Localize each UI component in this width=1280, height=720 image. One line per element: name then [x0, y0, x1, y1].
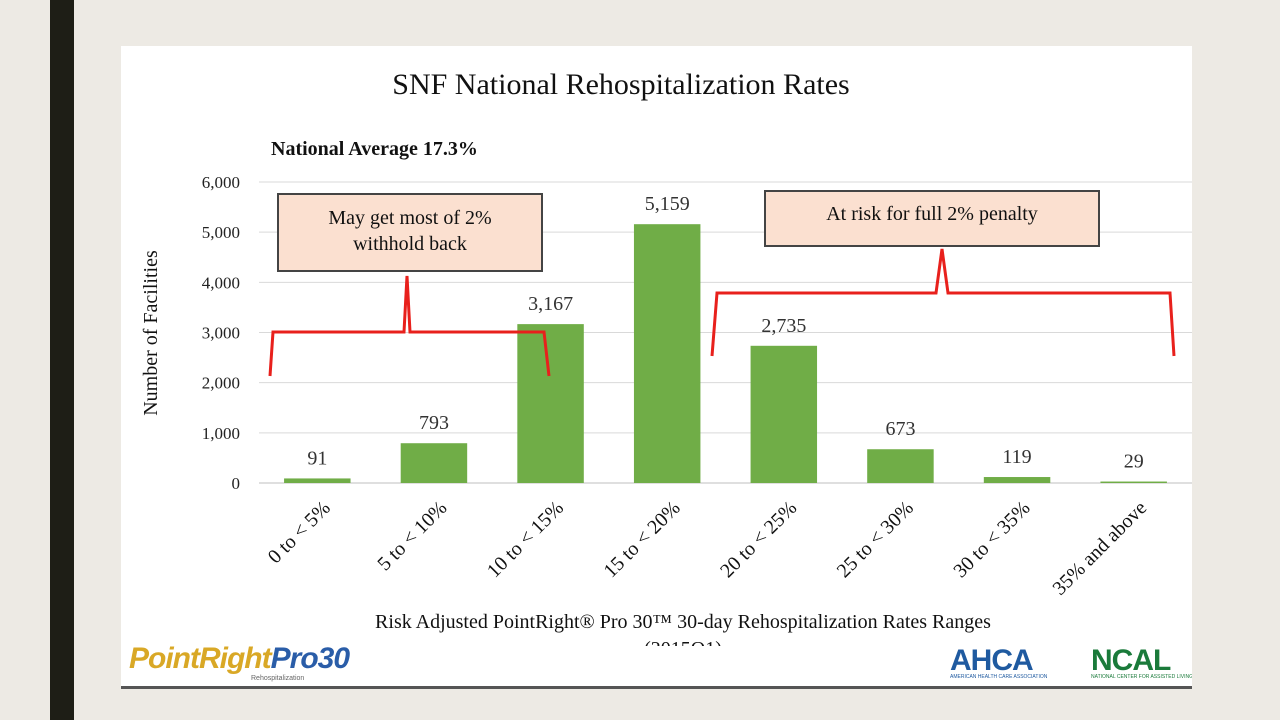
x-axis-label-line1: Risk Adjusted PointRight® Pro 30™ 30-day… [375, 611, 991, 633]
y-tick-label: 5,000 [202, 223, 240, 242]
annotation-box-left [277, 193, 543, 272]
y-tick-label: 2,000 [202, 374, 240, 393]
pointright-logo: PointRightPro30 Rehospitalization [129, 642, 350, 682]
bar [284, 478, 351, 483]
bar-value-label: 793 [419, 412, 449, 434]
y-tick-label: 3,000 [202, 324, 240, 343]
ncal-logo-sub: NATIONAL CENTER FOR ASSISTED LIVING [1091, 674, 1192, 680]
chart-subtitle: National Average 17.3% [271, 138, 478, 160]
pointright-logo-part2: Pro30 [270, 642, 350, 675]
bar [517, 324, 584, 483]
bar-value-label: 91 [307, 447, 327, 469]
chart: SNF National Rehospitalization Rates Nat… [140, 68, 1192, 646]
x-tick-label: 35% and above [1048, 497, 1151, 600]
y-tick-label: 4,000 [202, 273, 240, 292]
bar-value-label: 673 [885, 418, 915, 440]
annotation-left-text: withhold back [353, 233, 467, 255]
bracket-left [268, 275, 551, 377]
bar-value-label: 119 [1002, 446, 1031, 468]
y-tick-label: 0 [232, 474, 241, 493]
bar [983, 477, 1051, 483]
annotation-left-text: May get most of 2% [328, 207, 491, 229]
y-tick-label: 6,000 [202, 173, 240, 192]
annotation-box-right [764, 190, 1100, 247]
x-tick-label: 10 to < 15% [483, 497, 568, 582]
x-tick-label: 25 to < 30% [833, 497, 918, 582]
bar-value-label: 5,159 [645, 193, 690, 215]
ahca-logo-sub: AMERICAN HEALTH CARE ASSOCIATION [950, 674, 1048, 680]
bracket-right [710, 248, 1176, 357]
ncal-logo: NCAL NATIONAL CENTER FOR ASSISTED LIVING [1091, 644, 1192, 680]
slide-side-bar [50, 0, 74, 720]
pointright-logo-part1: PointRight [129, 642, 272, 675]
bar [633, 224, 701, 483]
bar [1100, 481, 1167, 483]
ahca-logo: AHCA AMERICAN HEALTH CARE ASSOCIATION [950, 644, 1047, 680]
bar-value-label: 3,167 [528, 293, 573, 315]
bar [867, 449, 934, 483]
ahca-logo-text: AHCA [950, 644, 1034, 677]
x-tick-label: 30 to < 35% [949, 497, 1034, 582]
bar-value-label: 29 [1124, 451, 1144, 473]
y-axis-label: Number of Facilities [140, 250, 162, 416]
x-tick-label: 15 to < 20% [600, 497, 685, 582]
x-tick-label: 0 to < 5% [264, 497, 335, 568]
ncal-logo-text: NCAL [1091, 644, 1171, 677]
bar-value-label: 2,735 [761, 315, 806, 337]
slide: SNF National Rehospitalization Rates Nat… [121, 46, 1192, 689]
x-tick-label: 20 to < 25% [716, 497, 801, 582]
y-tick-label: 1,000 [202, 424, 240, 443]
pointright-logo-sub: Rehospitalization [251, 675, 305, 682]
annotation-right-text: At risk for full 2% penalty [826, 203, 1038, 225]
x-axis-label-line2: (2015Q1) [644, 638, 722, 646]
bar [750, 345, 818, 483]
x-tick-label: 5 to < 10% [373, 497, 451, 575]
bar [400, 443, 468, 483]
chart-title: SNF National Rehospitalization Rates [392, 68, 849, 101]
